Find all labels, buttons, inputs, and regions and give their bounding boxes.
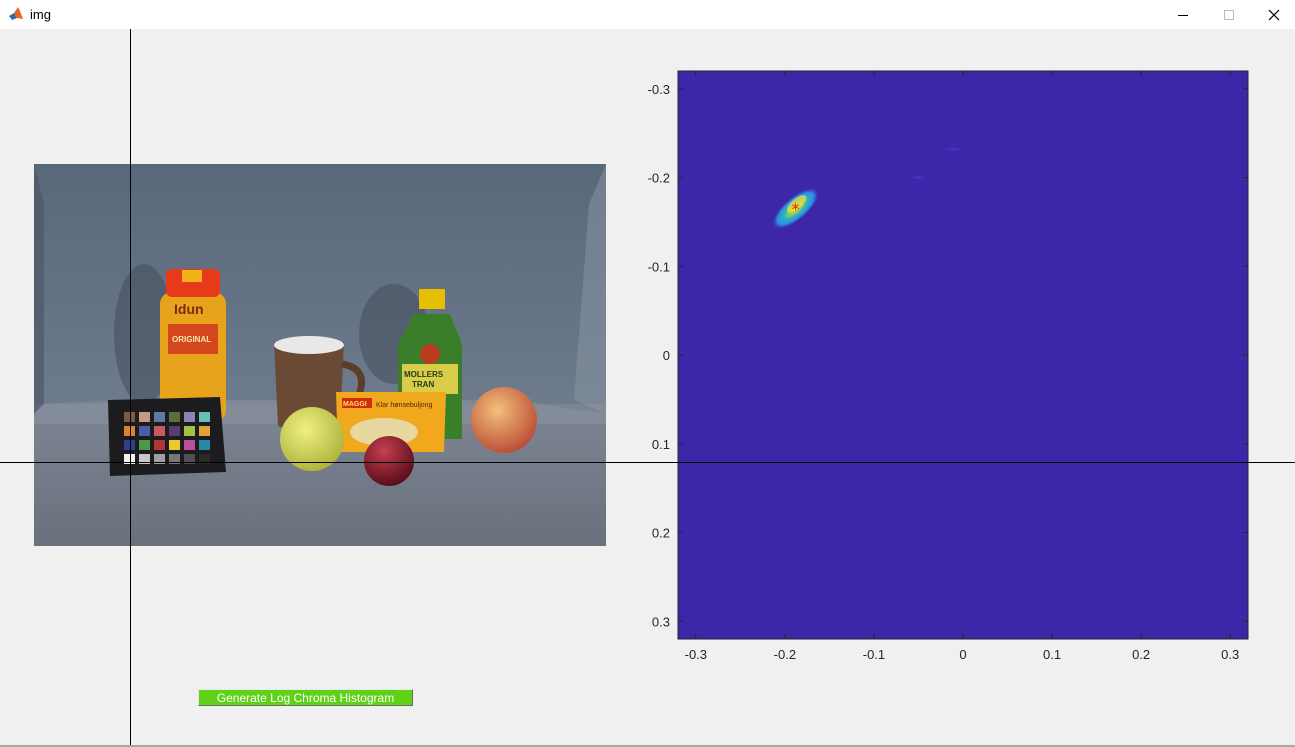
svg-text:TRAN: TRAN — [412, 380, 434, 389]
x-tick-label: 0 — [959, 647, 966, 662]
peak-marker-star: * — [792, 200, 800, 219]
close-button[interactable] — [1251, 0, 1295, 29]
svg-text:MOLLERS: MOLLERS — [404, 370, 444, 379]
color-checker-patch — [139, 412, 150, 422]
color-checker-patch — [154, 440, 165, 450]
maximize-icon — [1224, 9, 1234, 20]
histogram-faint-spot — [904, 174, 933, 181]
svg-text:Klar hønsebuljong: Klar hønsebuljong — [376, 402, 433, 409]
color-checker-patch — [124, 426, 135, 436]
scene-photo-image: Idun ORIGINAL MOLLERS TRAN MAGGI Klar hø… — [34, 164, 606, 546]
svg-text:Idun: Idun — [174, 301, 204, 317]
histogram-peak-core — [786, 195, 807, 213]
color-checker-patch — [169, 440, 180, 450]
histogram-faint-spot — [940, 146, 969, 153]
y-tick-label: 0.2 — [652, 526, 670, 541]
svg-text:ORIGINAL: ORIGINAL — [172, 335, 211, 344]
color-checker-patch — [169, 454, 180, 464]
crosshair-horizontal-line — [0, 462, 1295, 463]
x-tick-label: -0.1 — [863, 647, 885, 662]
y-tick-label: 0.3 — [652, 614, 670, 629]
title-bar: img — [0, 0, 1295, 29]
maximize-button[interactable] — [1206, 0, 1252, 29]
close-icon — [1268, 9, 1280, 20]
svg-text:MAGGI: MAGGI — [343, 401, 367, 408]
color-checker-patch — [169, 426, 180, 436]
color-checker-patch — [199, 440, 210, 450]
x-tick-label: -0.2 — [774, 647, 796, 662]
minimize-button[interactable] — [1160, 0, 1206, 29]
color-checker-patch — [154, 454, 165, 464]
y-tick-label: -0.2 — [648, 171, 670, 186]
x-tick-label: 0.3 — [1221, 647, 1239, 662]
color-checker-patch — [139, 426, 150, 436]
x-axis: -0.3 -0.2 -0.1 0 0.1 0.2 0.3 — [685, 71, 1239, 662]
color-checker-patch — [184, 412, 195, 422]
color-checker-patch — [199, 412, 210, 422]
color-checker-patch — [154, 412, 165, 422]
window-title: img — [30, 7, 51, 22]
histogram-hotspots — [771, 146, 969, 230]
y-tick-label: -0.1 — [648, 259, 670, 274]
x-tick-label: -0.3 — [685, 647, 707, 662]
peak-marker: * — [792, 200, 800, 219]
color-checker-patch — [139, 454, 150, 464]
color-checker-patch — [184, 454, 195, 464]
x-tick-label: 0.1 — [1043, 647, 1061, 662]
generate-log-chroma-histogram-button[interactable]: Generate Log Chroma Histogram — [198, 689, 413, 706]
plot-area — [677, 70, 1249, 640]
y-tick-label: 0 — [663, 348, 670, 363]
color-checker-patch — [139, 440, 150, 450]
color-checker-patch — [124, 454, 135, 464]
y-tick-label: 0.1 — [652, 437, 670, 452]
color-checker-patch — [184, 440, 195, 450]
color-checker-patch — [124, 440, 135, 450]
y-tick-label: -0.3 — [648, 82, 670, 97]
x-tick-label: 0.2 — [1132, 647, 1150, 662]
scene-photo[interactable]: Idun ORIGINAL MOLLERS TRAN MAGGI Klar hø… — [34, 164, 606, 546]
color-checker-patch — [199, 426, 210, 436]
crosshair-vertical-line — [130, 29, 131, 747]
y-axis: -0.3 -0.2 -0.1 0 0.1 0.2 0.3 — [648, 82, 1248, 629]
minimize-icon — [1178, 14, 1188, 16]
color-checker-patch — [199, 454, 210, 464]
color-checker-patch — [154, 426, 165, 436]
window-bottom-border — [0, 745, 1295, 747]
color-checker-patch — [124, 412, 135, 422]
color-checker-patch — [169, 412, 180, 422]
matlab-logo-icon — [9, 7, 23, 20]
color-checker-patch — [184, 426, 195, 436]
